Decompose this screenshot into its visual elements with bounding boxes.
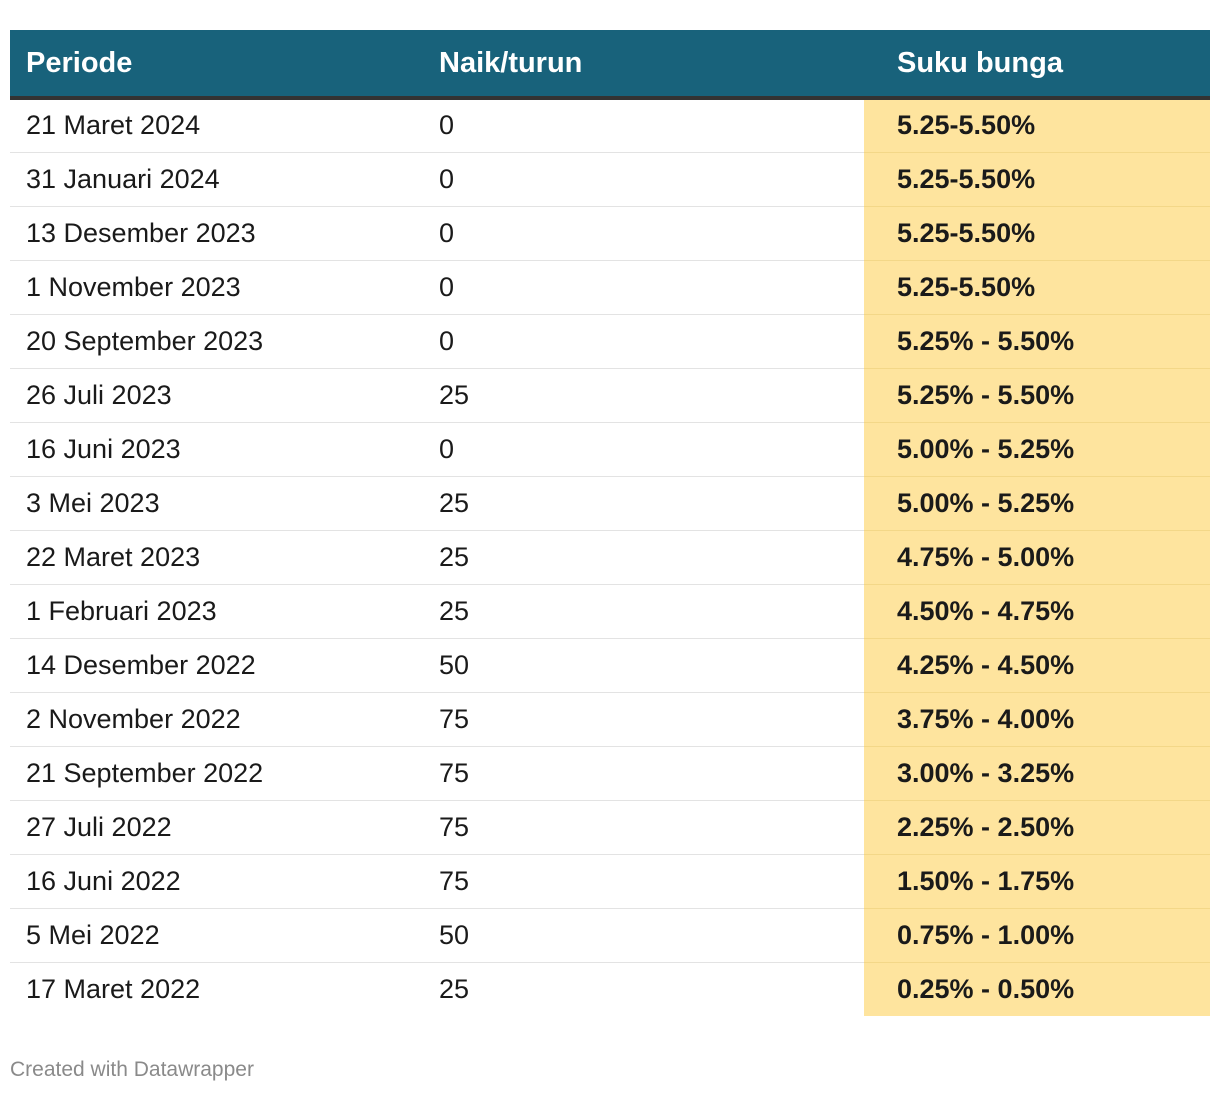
cell-periode: 16 Juni 2023	[10, 422, 423, 477]
table-row: 27 Juli 2022 75 2.25% - 2.50%	[10, 800, 1210, 855]
cell-naik-turun: 0	[423, 422, 864, 477]
table-body: 21 Maret 2024 0 5.25-5.50% 31 Januari 2024 0…	[10, 98, 1210, 1016]
cell-periode: 22 Maret 2023	[10, 530, 423, 585]
cell-suku-bunga: 4.75% - 5.00%	[864, 530, 1210, 585]
cell-periode: 20 September 2023	[10, 314, 423, 369]
cell-periode: 31 Januari 2024	[10, 152, 423, 207]
cell-suku-bunga: 3.75% - 4.00%	[864, 692, 1210, 747]
cell-suku-bunga: 5.00% - 5.25%	[864, 422, 1210, 477]
cell-naik-turun: 0	[423, 206, 864, 261]
cell-suku-bunga: 1.50% - 1.75%	[864, 854, 1210, 909]
table-row: 26 Juli 2023 25 5.25% - 5.50%	[10, 368, 1210, 423]
cell-suku-bunga: 5.25% - 5.50%	[864, 368, 1210, 423]
cell-naik-turun: 75	[423, 800, 864, 855]
table-row: 2 November 2022 75 3.75% - 4.00%	[10, 692, 1210, 747]
cell-naik-turun: 25	[423, 368, 864, 423]
rate-table: Periode Naik/turun Suku bunga 21 Maret 2…	[10, 30, 1210, 1016]
cell-suku-bunga: 5.25-5.50%	[864, 98, 1210, 153]
cell-naik-turun: 25	[423, 584, 864, 639]
cell-naik-turun: 25	[423, 530, 864, 585]
rate-table-container: Periode Naik/turun Suku bunga 21 Maret 2…	[10, 30, 1210, 1016]
column-header-periode: Periode	[10, 30, 423, 100]
table-row: 16 Juni 2023 0 5.00% - 5.25%	[10, 422, 1210, 477]
table-row: 20 September 2023 0 5.25% - 5.50%	[10, 314, 1210, 369]
cell-suku-bunga: 4.50% - 4.75%	[864, 584, 1210, 639]
cell-naik-turun: 75	[423, 854, 864, 909]
cell-naik-turun: 50	[423, 908, 864, 963]
cell-suku-bunga: 0.75% - 1.00%	[864, 908, 1210, 963]
cell-periode: 27 Juli 2022	[10, 800, 423, 855]
cell-periode: 14 Desember 2022	[10, 638, 423, 693]
cell-periode: 13 Desember 2023	[10, 206, 423, 261]
cell-periode: 3 Mei 2023	[10, 476, 423, 531]
cell-suku-bunga: 5.00% - 5.25%	[864, 476, 1210, 531]
cell-periode: 1 November 2023	[10, 260, 423, 315]
cell-periode: 2 November 2022	[10, 692, 423, 747]
table-row: 21 September 2022 75 3.00% - 3.25%	[10, 746, 1210, 801]
column-header-suku-bunga: Suku bunga	[864, 30, 1210, 100]
cell-naik-turun: 50	[423, 638, 864, 693]
table-row: 5 Mei 2022 50 0.75% - 1.00%	[10, 908, 1210, 963]
cell-suku-bunga: 2.25% - 2.50%	[864, 800, 1210, 855]
column-header-naik-turun: Naik/turun	[423, 30, 864, 100]
cell-suku-bunga: 5.25% - 5.50%	[864, 314, 1210, 369]
table-row: 3 Mei 2023 25 5.00% - 5.25%	[10, 476, 1210, 531]
table-row: 21 Maret 2024 0 5.25-5.50%	[10, 98, 1210, 153]
cell-suku-bunga: 5.25-5.50%	[864, 206, 1210, 261]
cell-naik-turun: 75	[423, 692, 864, 747]
cell-naik-turun: 0	[423, 260, 864, 315]
cell-naik-turun: 75	[423, 746, 864, 801]
cell-naik-turun: 0	[423, 314, 864, 369]
cell-suku-bunga: 0.25% - 0.50%	[864, 962, 1210, 1016]
header-row: Periode Naik/turun Suku bunga	[10, 30, 1210, 100]
cell-naik-turun: 25	[439, 973, 470, 1004]
cell-periode: 16 Juni 2022	[10, 854, 423, 909]
cell-suku-bunga: 3.00% - 3.25%	[864, 746, 1210, 801]
cell-naik-turun: 0	[423, 152, 864, 207]
table-row: 16 Juni 2022 75 1.50% - 1.75%	[10, 854, 1210, 909]
cell-periode: 1 Februari 2023	[10, 584, 423, 639]
table-row: 14 Desember 2022 50 4.25% - 4.50%	[10, 638, 1210, 693]
cell-periode: 17 Maret 2022	[26, 973, 201, 1004]
table-row: 1 Februari 2023 25 4.50% - 4.75%	[10, 584, 1210, 639]
table-header: Periode Naik/turun Suku bunga	[10, 30, 1210, 100]
cell-suku-bunga: 5.25-5.50%	[864, 152, 1210, 207]
cell-naik-turun: 0	[423, 98, 864, 153]
table-row: 13 Desember 2023 0 5.25-5.50%	[10, 206, 1210, 261]
footer-credit: Created with Datawrapper	[10, 1058, 254, 1081]
cell-periode: 21 September 2022	[10, 746, 423, 801]
cell-periode: 26 Juli 2023	[10, 368, 423, 423]
table-row: 22 Maret 2023 25 4.75% - 5.00%	[10, 530, 1210, 585]
table-row: 1 November 2023 0 5.25-5.50%	[10, 260, 1210, 315]
cell-suku-bunga: 5.25-5.50%	[864, 260, 1210, 315]
cell-suku-bunga: 4.25% - 4.50%	[864, 638, 1210, 693]
cell-periode: 21 Maret 2024	[10, 98, 423, 153]
cell-naik-turun: 25	[423, 476, 864, 531]
table-row: 17 Maret 2022 25 0.25% - 0.50%	[10, 962, 1210, 1016]
cell-periode: 5 Mei 2022	[10, 908, 423, 963]
table-row: 31 Januari 2024 0 5.25-5.50%	[10, 152, 1210, 207]
